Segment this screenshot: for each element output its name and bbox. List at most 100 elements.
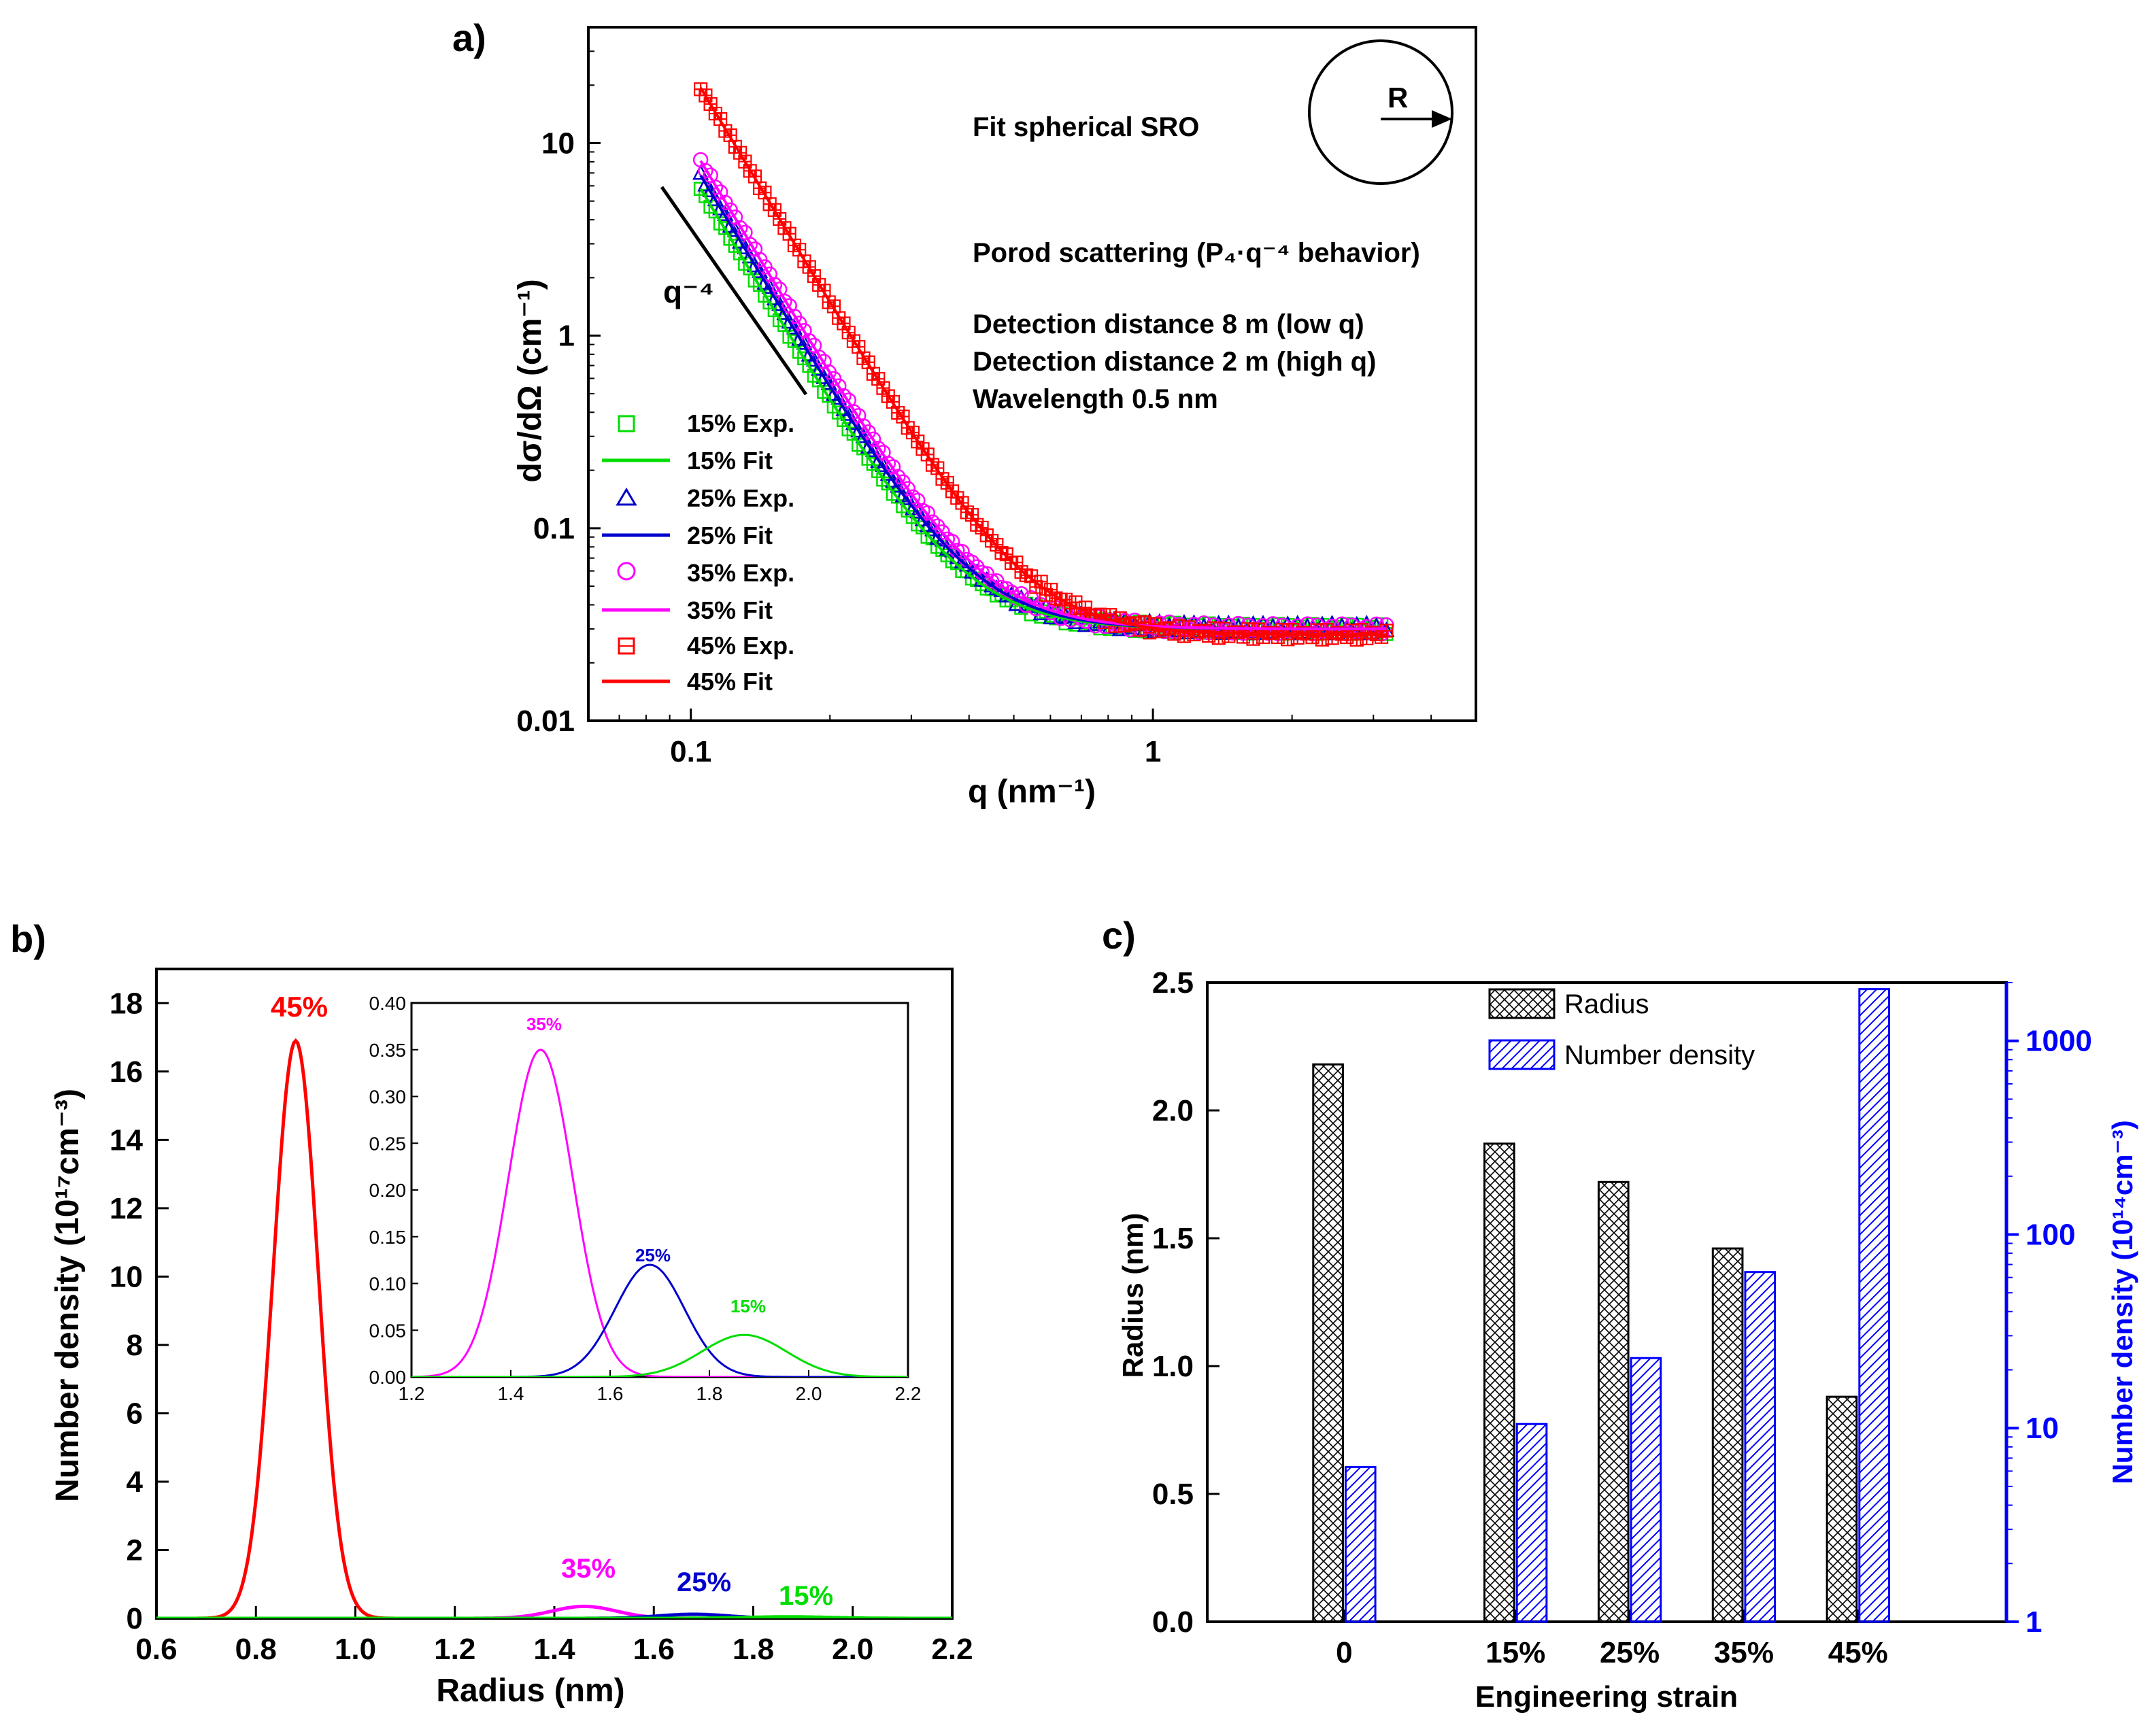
x-tick-label: 2.2 <box>895 1383 922 1404</box>
y-left-tick-label: 0.5 <box>1152 1478 1194 1511</box>
y-tick-label: 8 <box>127 1329 143 1362</box>
data-point-45 <box>999 547 1013 562</box>
y-right-tick-label: 1 <box>2025 1605 2042 1639</box>
y-left-tick-label: 2.0 <box>1152 1094 1194 1127</box>
panel-c-legend: Radius Number density <box>1488 988 1755 1070</box>
panel-a-frame <box>587 26 1477 722</box>
radius-label: R <box>1388 82 1408 114</box>
y-tick-label: 0.25 <box>369 1133 407 1154</box>
annotation-wavelength: Wavelength 0.5 nm <box>973 384 1218 414</box>
panel-b-ylabel: Number density (10¹⁷cm⁻³) <box>50 1089 86 1502</box>
y-right-tick-label: 100 <box>2025 1218 2075 1251</box>
legend-label-15-fit: 15% Fit <box>687 447 773 475</box>
panel-b-ticks: 0.6 0.8 1.0 1.2 1.4 1.6 1.8 2.0 2.2 0 2 4 6 8 10 12 14 16… <box>110 987 973 1666</box>
panel-b-inset: 1.2 1.4 1.6 1.8 2.0 2.2 0.00 0.05 0.10 0.15 0.20 0.… <box>369 993 922 1404</box>
y-tick-label: 0.00 <box>369 1367 407 1388</box>
panel-c-ylabel-right: Number density (10¹⁴cm⁻³) <box>2106 1120 2138 1484</box>
bar-radius <box>1826 1395 1858 1623</box>
distribution-curve-15 <box>156 1615 952 1618</box>
peak-label-35: 35% <box>561 1554 616 1584</box>
annotation-distance-low: Detection distance 8 m (low q) <box>973 309 1364 339</box>
x-tick-label: 1.6 <box>633 1633 675 1666</box>
distribution-curve-45 <box>156 1038 952 1618</box>
y-tick-label: 0.40 <box>369 993 407 1014</box>
x-tick-label: 1.8 <box>696 1383 723 1404</box>
panel-c-xlabel: Engineering strain <box>1475 1680 1738 1714</box>
bar-number-density <box>1344 1465 1377 1623</box>
y-left-tick-label: 0.0 <box>1152 1605 1194 1639</box>
data-point-45 <box>1379 624 1394 638</box>
peak-label-15: 15% <box>779 1581 833 1611</box>
fit-line-35 <box>699 160 1387 630</box>
annotation-porod: Porod scattering (P₄·q⁻⁴ behavior) <box>973 238 1420 268</box>
y-left-tick-label: 1.0 <box>1152 1350 1194 1383</box>
fit-line-45 <box>699 87 1387 636</box>
panel-c-bars <box>1312 988 1890 1623</box>
legend-label-45-fit: 45% Fit <box>687 668 773 696</box>
data-point-35 <box>885 459 901 475</box>
bar-number-density <box>1744 1271 1777 1623</box>
y-tick-label: 1 <box>558 320 575 353</box>
y-tick-label: 0.15 <box>369 1227 407 1248</box>
x-tick-label: 0.6 <box>135 1633 177 1666</box>
panel-a-label: a) <box>452 16 486 59</box>
bar-number-density <box>1515 1423 1548 1623</box>
panel-b: b) 0.6 0.8 1.0 1.2 1.4 1.6 1.8 2.0 2.2 0 2 4 6 8 10 12 1… <box>10 917 973 1709</box>
y-left-tick-label: 2.5 <box>1152 966 1194 1000</box>
legend-label-25-fit: 25% Fit <box>687 522 773 549</box>
inset-curve-15 <box>411 1333 908 1377</box>
panel-a-ticks: 0.1 1 0.01 0.1 1 10 <box>516 27 1432 768</box>
bar-radius <box>1711 1247 1744 1623</box>
legend-marker-15-exp <box>618 415 635 432</box>
y-tick-label: 6 <box>127 1397 143 1430</box>
x-tick-label: 35% <box>1714 1636 1774 1669</box>
sphere-circle <box>1308 39 1453 185</box>
slope-label: q⁻⁴ <box>663 274 714 309</box>
x-tick-label: 2.0 <box>796 1383 822 1404</box>
legend-label-35-fit: 35% Fit <box>687 596 773 624</box>
y-right-tick-label: 10 <box>2025 1412 2059 1445</box>
data-point-35 <box>900 481 916 496</box>
y-tick-label: 18 <box>110 987 143 1020</box>
inset-peak-label-35: 35% <box>526 1014 562 1034</box>
y-tick-label: 10 <box>110 1260 143 1293</box>
inset-data <box>411 1049 908 1377</box>
x-tick-label: 0 <box>1336 1636 1352 1669</box>
legend-swatch-number-density <box>1488 1039 1556 1070</box>
panel-c-ticks: 0.0 0.5 1.0 1.5 2.0 2.5 1 10 100 1000 0 15% 25% 35% 45… <box>1152 966 2092 1669</box>
data-point-35 <box>830 378 847 394</box>
legend-label-radius: Radius <box>1564 989 1649 1019</box>
panel-c-ylabel-left: Radius (nm) <box>1117 1213 1149 1378</box>
x-tick-label: 0.8 <box>235 1633 277 1666</box>
x-tick-label: 1.8 <box>733 1633 774 1666</box>
data-point-35 <box>698 163 713 179</box>
data-point-35 <box>865 431 881 447</box>
y-tick-label: 2 <box>127 1533 143 1567</box>
x-tick-label: 45% <box>1828 1636 1888 1669</box>
annotation-fit: Fit spherical SRO <box>973 112 1199 142</box>
inset-peak-label-15: 15% <box>730 1296 766 1316</box>
panel-b-data <box>156 1038 952 1618</box>
legend-label-35-exp: 35% Exp. <box>687 559 794 587</box>
legend-label-45-exp: 45% Exp. <box>687 632 794 660</box>
x-tick-label: 2.0 <box>832 1633 873 1666</box>
legend-label-15-exp: 15% Exp. <box>687 409 794 437</box>
x-tick-label: 25% <box>1600 1636 1660 1669</box>
x-tick-label: 1.6 <box>597 1383 624 1404</box>
legend-marker-35-exp <box>617 562 636 581</box>
slope-line <box>660 186 808 396</box>
y-tick-label: 0.30 <box>369 1087 407 1108</box>
bar-radius <box>1483 1142 1515 1623</box>
data-point-35 <box>920 505 936 521</box>
bar-radius <box>1597 1180 1630 1623</box>
inset-ticks: 1.2 1.4 1.6 1.8 2.0 2.2 0.00 0.05 0.10 0.15 0.20 0.… <box>369 993 922 1404</box>
inset-frame <box>410 1002 909 1378</box>
y-tick-label: 0.01 <box>516 704 575 738</box>
x-tick-label: 1.0 <box>335 1633 376 1666</box>
y-tick-label: 14 <box>110 1123 143 1157</box>
data-point-35 <box>954 543 970 560</box>
x-tick-label: 1.2 <box>399 1383 425 1404</box>
inset-peak-label-25: 25% <box>635 1245 671 1265</box>
y-tick-label: 0.05 <box>369 1320 407 1341</box>
